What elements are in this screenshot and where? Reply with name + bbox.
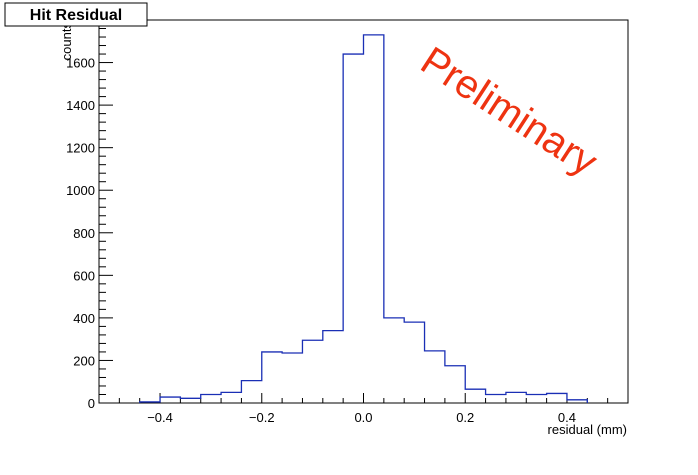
y-tick-label: 600: [73, 268, 95, 283]
x-tick-label: 0.2: [456, 410, 474, 425]
y-tick-label: 1200: [66, 141, 95, 156]
histogram-bin: [404, 322, 424, 403]
histogram-bin: [282, 353, 302, 403]
x-tick-label: −0.4: [147, 410, 173, 425]
y-tick-label: 400: [73, 311, 95, 326]
title-box: [4, 2, 148, 27]
y-tick-label: 0: [88, 396, 95, 411]
histogram-bin: [201, 394, 221, 403]
histogram-bin: [567, 400, 587, 403]
histogram-bin: [526, 394, 546, 403]
y-axis: 020040060080010001200140016001800: [66, 13, 113, 411]
histogram-bin: [486, 394, 506, 403]
histogram-bin: [221, 392, 241, 403]
x-axis: −0.4 −0.2 0.0 0.2 0.4: [118, 393, 609, 425]
chart-title: Hit Residual: [30, 7, 122, 24]
y-tick-label: 800: [73, 226, 95, 241]
y-axis-title: counts: [59, 22, 74, 61]
histogram-outline: [139, 34, 588, 403]
histogram-bin: [547, 393, 567, 403]
x-tick-label: 0.4: [558, 410, 576, 425]
histogram-bin: [262, 352, 282, 403]
histogram-bin: [140, 402, 160, 403]
histogram-bin: [384, 318, 404, 403]
x-tick-label: 0.0: [354, 410, 372, 425]
histogram-bin: [506, 392, 526, 403]
y-tick-label: 1400: [66, 98, 95, 113]
histogram-bin: [425, 351, 445, 403]
histogram-bin: [445, 366, 465, 403]
histogram-bin: [180, 398, 200, 403]
x-tick-label: −0.2: [249, 410, 275, 425]
preliminary-watermark: Preliminary: [413, 39, 605, 185]
x-axis-title: residual (mm): [548, 422, 627, 437]
y-tick-label: 1600: [66, 56, 95, 71]
histogram-bin: [241, 381, 261, 403]
histogram-bin: [160, 397, 180, 403]
histogram-bin: [323, 331, 343, 403]
histogram-bin: [302, 340, 322, 403]
histogram-bin: [343, 54, 363, 403]
y-tick-label: 200: [73, 353, 95, 368]
y-tick-label: 1000: [66, 183, 95, 198]
histogram-bin: [465, 389, 485, 403]
histogram-series: [139, 34, 588, 403]
histogram-bin: [364, 35, 384, 403]
